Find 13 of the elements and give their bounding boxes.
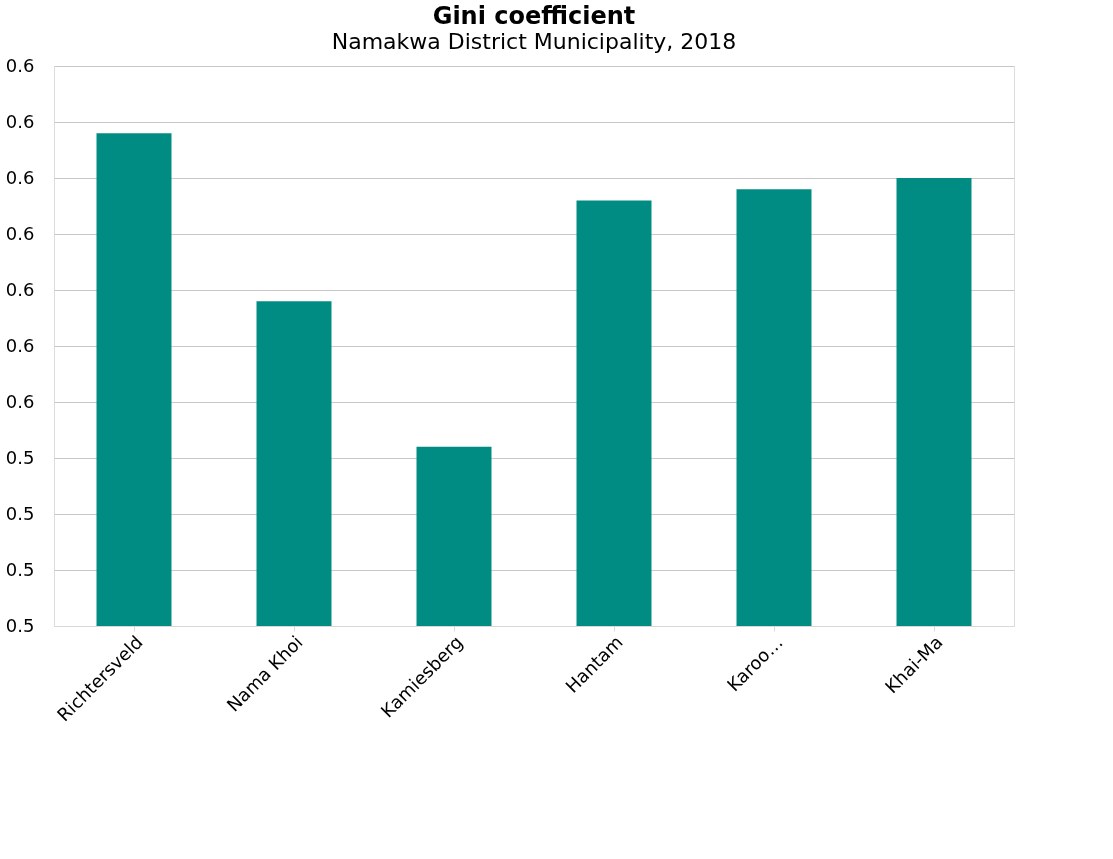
y-tick-label: 0.5	[5, 558, 35, 580]
y-tick-label: 0.6	[5, 278, 35, 300]
y-tick-label: 0.6	[5, 54, 35, 76]
y-tick-label: 0.5	[5, 502, 35, 524]
chart-title: Gini coefficient	[432, 2, 636, 30]
y-tick-label: 0.5	[5, 446, 35, 468]
y-tick-label: 0.6	[5, 390, 35, 412]
y-tick-label: 0.6	[5, 166, 35, 188]
y-tick-label: 0.6	[5, 334, 35, 356]
y-tick-label: 0.6	[5, 222, 35, 244]
chart-subtitle: Namakwa District Municipality, 2018	[331, 29, 737, 54]
y-tick-label: 0.6	[5, 110, 35, 132]
y-tick-label: 0.5	[5, 614, 35, 636]
